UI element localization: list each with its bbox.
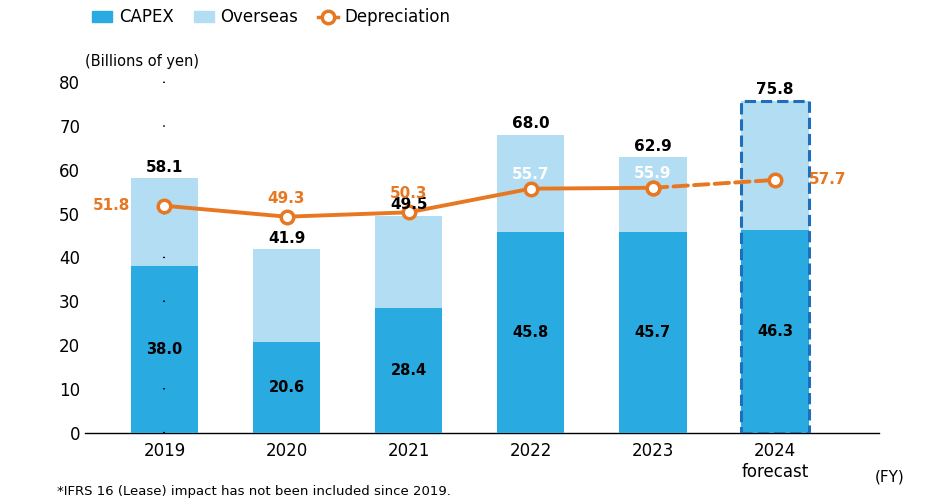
Text: 51.8: 51.8 [93,198,130,213]
Bar [741,101,808,230]
Bar [253,249,320,343]
Text: *IFRS 16 (Lease) impact has not been included since 2019.: *IFRS 16 (Lease) impact has not been inc… [57,485,450,498]
Text: 75.8: 75.8 [755,82,793,97]
Text: 50.3: 50.3 [390,187,427,201]
Bar [497,232,564,433]
Bar [130,266,198,433]
Bar [741,230,808,433]
Text: 28.4: 28.4 [390,363,427,378]
Text: 58.1: 58.1 [145,159,183,175]
Bar [375,216,442,308]
Text: (FY): (FY) [874,470,904,485]
Text: 55.9: 55.9 [633,166,671,181]
Text: 38.0: 38.0 [146,342,182,357]
Text: 41.9: 41.9 [267,230,305,245]
Text: (Billions of yen): (Billions of yen) [85,54,199,69]
Text: 20.6: 20.6 [268,380,304,395]
Text: 46.3: 46.3 [756,324,792,339]
Legend: CAPEX, Overseas, Depreciation: CAPEX, Overseas, Depreciation [85,2,457,33]
Bar [253,343,320,433]
Text: 62.9: 62.9 [633,139,671,153]
Text: 49.5: 49.5 [390,197,427,212]
Bar [741,101,808,433]
Text: 49.3: 49.3 [267,191,305,206]
Text: 45.7: 45.7 [634,325,670,340]
Bar [375,308,442,433]
Bar [618,157,685,232]
Text: 57.7: 57.7 [808,173,846,188]
Bar [618,232,685,433]
Bar [130,178,198,266]
Bar [497,135,564,232]
Text: 68.0: 68.0 [512,116,549,131]
Text: 55.7: 55.7 [512,167,549,182]
Text: 45.8: 45.8 [513,325,548,340]
